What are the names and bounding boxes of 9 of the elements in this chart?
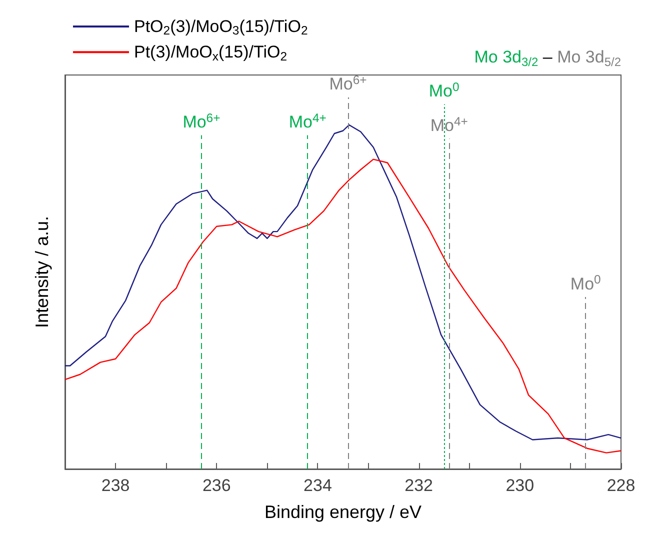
x-tick-label: 236: [202, 476, 231, 495]
x-tick-label: 234: [304, 476, 332, 495]
text: –: [542, 48, 553, 66]
x-tick-label: 228: [606, 476, 636, 495]
x-tick-label: 238: [101, 476, 130, 495]
y-axis-title: Intensity / a.u.: [32, 216, 52, 328]
x-tick-label: 232: [404, 476, 434, 495]
x-axis-title: Binding energy / eV: [264, 502, 422, 522]
x-tick-label: 230: [506, 476, 534, 495]
